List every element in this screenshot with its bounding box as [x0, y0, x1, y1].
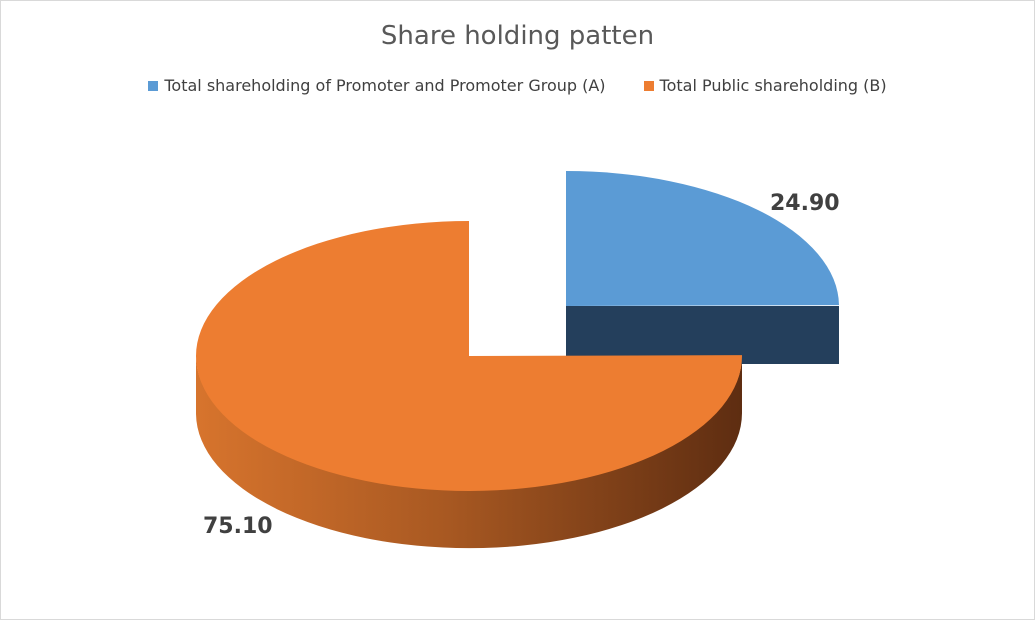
legend-swatch-promoter [148, 80, 159, 91]
data-label-promoter: 24.90 [770, 191, 840, 216]
pie-slice-public [196, 221, 742, 491]
data-label-public: 75.10 [203, 514, 273, 539]
chart-title: Share holding patten [380, 21, 655, 51]
legend-item-promoter: Total shareholding of Promoter and Promo… [148, 76, 606, 95]
legend-label-public: Total Public shareholding (B) [659, 76, 887, 95]
legend-label-promoter: Total shareholding of Promoter and Promo… [164, 76, 606, 95]
pie-side-public [196, 355, 742, 549]
chart-legend: Total shareholding of Promoter and Promo… [1, 76, 1034, 95]
legend-swatch-public [643, 80, 654, 91]
pie-cut-face-promoter [566, 306, 839, 364]
legend-item-public: Total Public shareholding (B) [643, 76, 887, 95]
pie-slice-promoter [566, 171, 839, 306]
